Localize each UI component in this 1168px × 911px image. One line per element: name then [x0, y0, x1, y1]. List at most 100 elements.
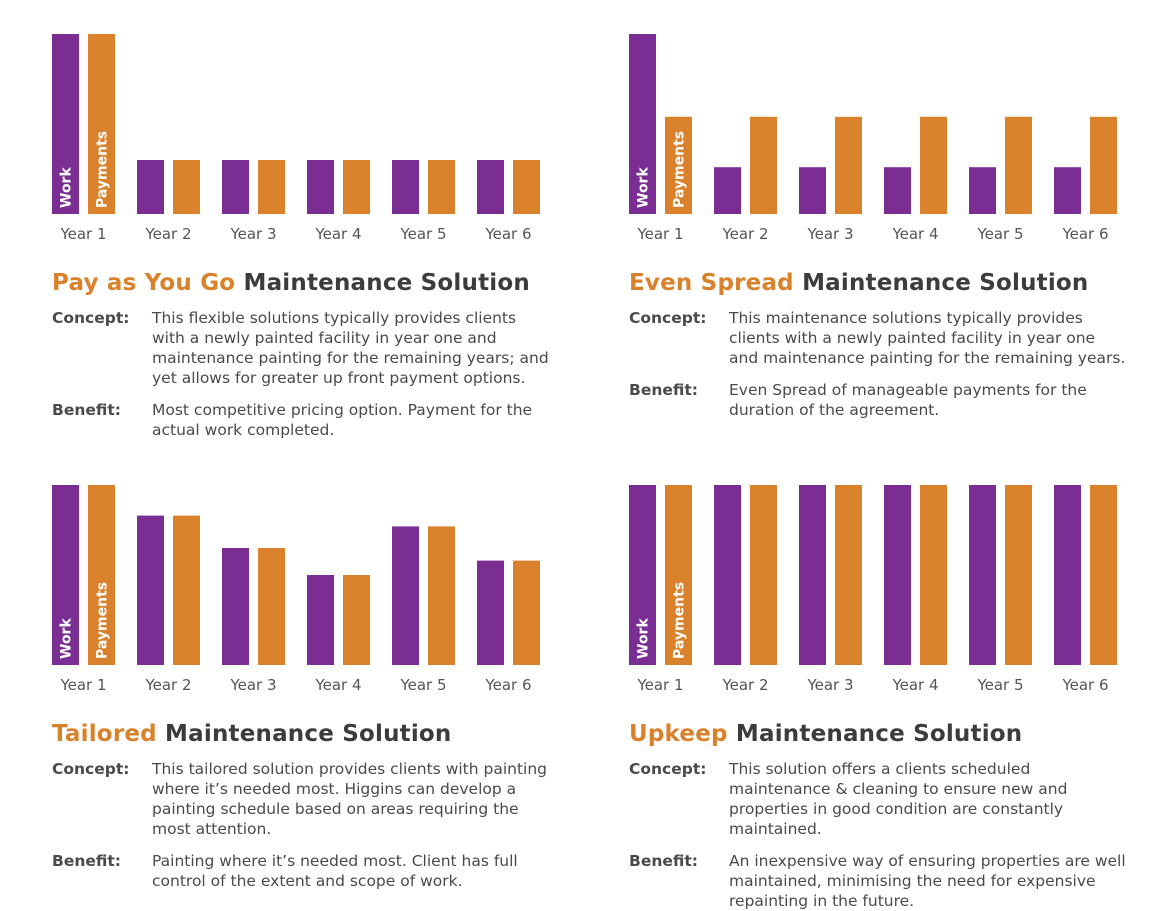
work-bar-5	[392, 160, 419, 214]
even-spread-chart: Work Payments Year 1 Year 2 Year 3 Year 4 Year…	[629, 34, 1117, 243]
upkeep-info: Concept: This solution offers a clients …	[629, 759, 1129, 911]
x-tick-label: Year 2	[144, 225, 191, 243]
tailored-title: Tailored Maintenance Solution	[52, 721, 452, 747]
tailored-info: Concept: This tailored solution provides…	[52, 759, 552, 891]
payments-bar-4	[343, 575, 370, 665]
x-tick-label: Year 1	[636, 225, 683, 243]
payments-bar-2	[750, 116, 777, 214]
work-series-label: Work	[59, 618, 75, 659]
x-tick-label: Year 3	[806, 225, 853, 243]
work-bar-3	[799, 485, 826, 665]
title-highlight: Tailored	[52, 721, 157, 747]
title-highlight: Pay as You Go	[52, 270, 236, 296]
title-rest: Maintenance Solution	[802, 270, 1089, 296]
x-tick-label: Year 6	[484, 676, 531, 694]
x-tick-label: Year 4	[891, 676, 938, 694]
payments-bar-6	[1090, 485, 1117, 665]
payments-bar-3	[258, 548, 285, 665]
work-bar-2	[137, 160, 164, 214]
work-series-label: Work	[636, 167, 652, 208]
upkeep-title: Upkeep Maintenance Solution	[629, 721, 1022, 747]
work-bar-2	[714, 485, 741, 665]
payments-bar-3	[835, 116, 862, 214]
benefit-text: Most competitive pricing option. Payment…	[152, 401, 533, 439]
work-bar-6	[477, 560, 504, 665]
concept-text: This tailored solution provides clients …	[152, 760, 548, 838]
concept-text: This flexible solutions typically provid…	[152, 309, 549, 387]
work-series-label: Work	[636, 618, 652, 659]
benefit-label: Benefit:	[52, 852, 121, 870]
payments-bar-3	[835, 485, 862, 665]
work-bar-1	[629, 485, 656, 665]
payments-bar-2	[750, 485, 777, 665]
work-bar-6	[477, 160, 504, 214]
benefit-label: Benefit:	[52, 401, 121, 419]
payments-series-label: Payments	[672, 582, 688, 659]
work-bar-2	[714, 167, 741, 214]
x-tick-label: Year 2	[721, 676, 768, 694]
concept-text: This solution offers a clients scheduled…	[729, 760, 1068, 838]
payments-series-label: Payments	[95, 582, 111, 659]
payments-bar-1	[88, 34, 115, 214]
x-tick-label: Year 6	[1061, 676, 1108, 694]
work-bar-3	[222, 548, 249, 665]
payments-bar-5	[1005, 485, 1032, 665]
work-bar-6	[1054, 485, 1081, 665]
x-tick-label: Year 2	[721, 225, 768, 243]
work-bar-1	[52, 34, 79, 214]
title-highlight: Even Spread	[629, 270, 794, 296]
payments-bar-2	[173, 160, 200, 214]
payments-bar-6	[1090, 116, 1117, 214]
x-tick-label: Year 4	[314, 225, 361, 243]
concept-label: Concept:	[52, 760, 130, 778]
title-rest: Maintenance Solution	[735, 721, 1023, 747]
x-tick-label: Year 1	[59, 225, 106, 243]
x-tick-label: Year 3	[806, 676, 853, 694]
title-rest: Maintenance Solution	[165, 721, 452, 747]
work-bar-3	[799, 167, 826, 214]
concept-text: This maintenance solutions typically pro…	[729, 309, 1126, 367]
benefit-text: An inexpensive way of ensuring propertie…	[729, 852, 1126, 910]
work-bar-3	[222, 160, 249, 214]
title-rest: Maintenance Solution	[243, 270, 530, 296]
payments-bar-6	[513, 160, 540, 214]
pay-as-you-go-chart: Work Payments Year 1 Year 2 Year 3 Year 4 Year…	[52, 34, 540, 243]
payments-bar-5	[428, 160, 455, 214]
work-bar-2	[137, 515, 164, 665]
payments-bar-4	[920, 485, 947, 665]
x-tick-label: Year 1	[59, 676, 106, 694]
x-tick-label: Year 4	[314, 676, 361, 694]
work-series-label: Work	[59, 167, 75, 208]
x-tick-label: Year 5	[976, 676, 1023, 694]
work-bar-5	[969, 485, 996, 665]
work-bar-4	[307, 575, 334, 665]
payments-bar-1	[665, 485, 692, 665]
x-tick-label: Year 5	[976, 225, 1023, 243]
tailored-chart: Work Payments Year 1 Year 2 Year 3 Year 4 Year…	[52, 485, 540, 694]
payments-series-label: Payments	[672, 131, 688, 208]
work-bar-5	[969, 167, 996, 214]
payments-bar-2	[173, 515, 200, 665]
benefit-text: Painting where it’s needed most. Client …	[152, 852, 518, 890]
x-tick-label: Year 3	[229, 225, 276, 243]
x-tick-label: Year 4	[891, 225, 938, 243]
concept-label: Concept:	[629, 309, 707, 327]
payments-bar-1	[665, 116, 692, 214]
payments-bar-6	[513, 560, 540, 665]
work-bar-6	[1054, 167, 1081, 214]
x-tick-label: Year 3	[229, 676, 276, 694]
benefit-label: Benefit:	[629, 852, 698, 870]
x-tick-label: Year 2	[144, 676, 191, 694]
payments-bar-3	[258, 160, 285, 214]
x-tick-label: Year 1	[636, 676, 683, 694]
payments-bar-5	[428, 526, 455, 665]
work-bar-1	[629, 34, 656, 214]
even-spread-title: Even Spread Maintenance Solution	[629, 270, 1089, 296]
payments-bar-5	[1005, 116, 1032, 214]
payments-series-label: Payments	[95, 131, 111, 208]
concept-label: Concept:	[52, 309, 130, 327]
work-bar-4	[884, 167, 911, 214]
upkeep-chart: Work Payments Year 1 Year 2 Year 3 Year 4 Year…	[629, 485, 1117, 694]
benefit-text: Even Spread of manageable payments for t…	[729, 381, 1087, 419]
concept-label: Concept:	[629, 760, 707, 778]
